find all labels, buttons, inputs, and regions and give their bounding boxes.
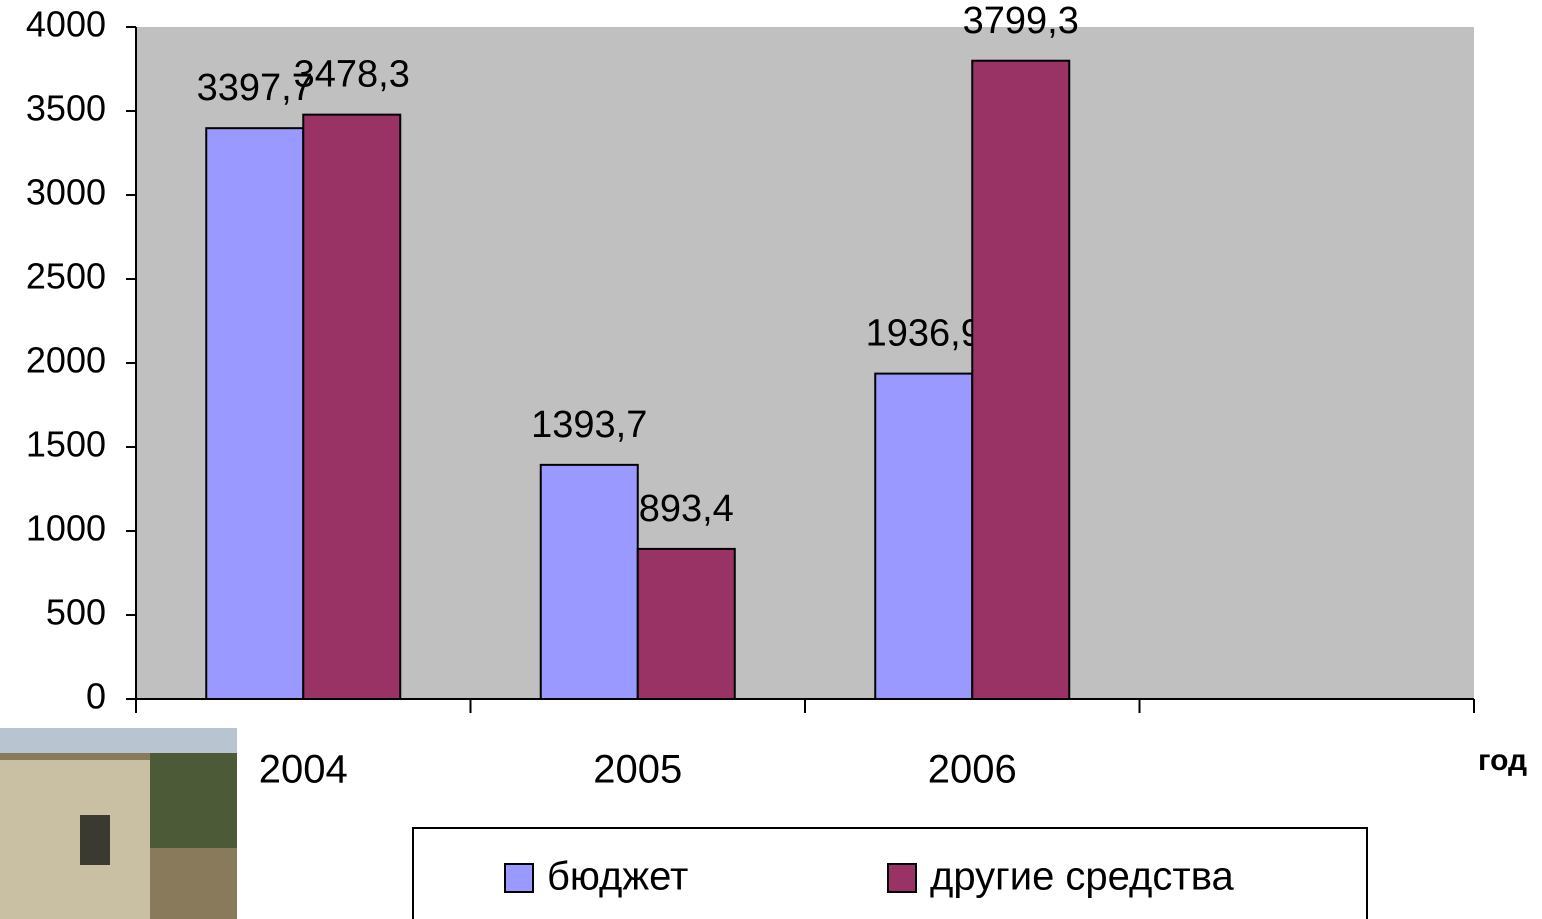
value-label: 1393,7	[531, 404, 647, 446]
y-tick-label: 1000	[26, 508, 106, 549]
y-tick-label: 2500	[26, 256, 106, 297]
y-tick-label: 4000	[26, 4, 106, 45]
value-label: 3478,3	[294, 54, 410, 96]
bar	[541, 465, 638, 699]
bar	[638, 549, 735, 699]
y-tick-label: 3500	[26, 88, 106, 129]
y-tick-label: 500	[46, 592, 106, 633]
y-tick-label: 2000	[26, 340, 106, 381]
legend-swatch	[888, 864, 916, 892]
y-tick-label: 1500	[26, 424, 106, 465]
x-tick-label: 2004	[259, 748, 348, 792]
chart: год 0 500 1000 1500 2000 2500 3000 3500 4000 2004…	[0, 0, 1542, 919]
x-tick-label: 2006	[928, 748, 1017, 792]
y-tick-label: 0	[86, 676, 106, 717]
bar	[303, 115, 400, 699]
photo	[0, 728, 237, 919]
legend-label: бюджет	[547, 855, 688, 899]
x-tick-label: 2005	[593, 748, 682, 792]
legend-swatch	[505, 864, 533, 892]
value-label: 3799,3	[963, 0, 1079, 42]
legend-label: другие средства	[930, 855, 1235, 899]
value-label: 1936,9	[866, 313, 982, 355]
y-tick-label: 3000	[26, 172, 106, 213]
bar	[972, 61, 1069, 699]
bar	[875, 374, 972, 699]
bar	[206, 128, 303, 699]
x-axis-label: год	[1478, 744, 1527, 777]
value-label: 893,4	[639, 488, 734, 530]
